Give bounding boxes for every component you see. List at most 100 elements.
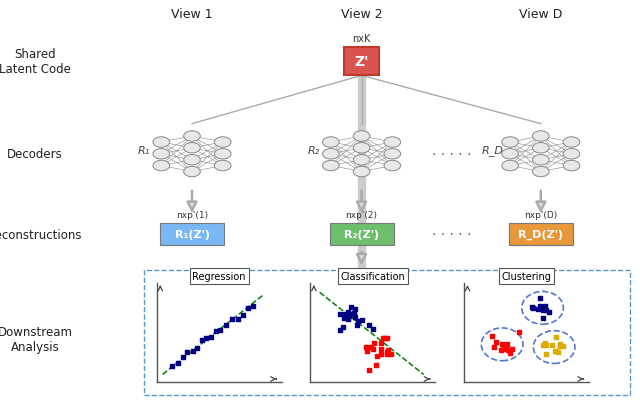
Point [343,316,353,322]
Point [540,350,550,357]
Point [551,334,561,340]
Point [538,342,548,349]
Text: R_D(Z'): R_D(Z') [518,229,563,240]
Circle shape [353,155,370,166]
Point [527,304,538,310]
Circle shape [153,149,170,160]
Text: View D: View D [519,8,563,20]
Point [497,341,507,347]
Point [550,348,561,354]
Text: nxp'(2): nxp'(2) [346,210,378,219]
Point [349,310,359,316]
Point [558,343,568,349]
Point [248,303,258,309]
Text: Decoders: Decoders [7,148,63,161]
Point [367,326,378,332]
Point [376,346,386,352]
Point [541,307,551,314]
Point [340,310,351,317]
Circle shape [323,138,339,148]
Point [544,309,554,316]
Text: Reconstructions: Reconstructions [0,228,83,241]
Point [502,341,513,347]
Circle shape [563,138,580,148]
Circle shape [532,155,549,166]
Text: nxp'(1): nxp'(1) [176,210,208,219]
Point [346,304,356,310]
Circle shape [184,132,200,142]
Point [335,327,346,334]
Text: R_D: R_D [482,145,504,156]
Point [243,305,253,312]
Point [538,307,548,313]
Point [196,337,207,343]
Point [343,310,353,316]
Point [378,335,388,341]
Point [192,344,202,351]
Text: View 2: View 2 [340,8,383,20]
Point [491,339,501,345]
Point [499,344,509,351]
Circle shape [153,138,170,148]
Point [382,350,392,357]
Point [540,340,550,347]
Text: Downstream
Analysis: Downstream Analysis [0,325,73,353]
Circle shape [502,138,518,148]
Point [532,306,543,312]
Bar [144,271,630,395]
Circle shape [532,132,549,142]
Circle shape [384,161,401,171]
Circle shape [353,143,370,154]
Point [339,315,349,322]
Point [527,304,538,311]
Point [376,351,386,357]
Circle shape [532,167,549,177]
Point [227,316,237,322]
FancyBboxPatch shape [344,48,379,76]
Point [381,334,392,341]
Circle shape [384,138,401,148]
Circle shape [353,132,370,142]
Point [535,295,545,301]
Text: · · · · ·: · · · · · [431,228,471,241]
Circle shape [502,149,518,160]
Title: Regression: Regression [193,271,246,282]
Point [166,363,177,369]
Circle shape [323,161,339,171]
Circle shape [532,143,549,154]
Point [367,346,378,352]
Text: nxK: nxK [353,34,371,44]
Circle shape [353,167,370,177]
Circle shape [214,149,231,160]
Circle shape [384,149,401,160]
Circle shape [214,161,231,171]
Point [495,346,506,353]
Point [344,313,354,320]
Circle shape [563,161,580,171]
Point [364,367,374,373]
Point [554,341,564,348]
Text: R₂(Z'): R₂(Z') [344,230,379,239]
Point [552,349,563,356]
FancyBboxPatch shape [509,224,573,245]
Point [350,306,360,313]
Text: Z': Z' [355,55,369,69]
Point [489,344,499,350]
Point [550,348,561,354]
Point [338,324,348,330]
Point [502,347,513,353]
Point [173,360,183,366]
Point [386,351,396,357]
Text: R₁: R₁ [138,146,150,155]
Point [202,335,212,341]
Point [362,348,372,355]
Circle shape [323,149,339,160]
Point [335,311,346,317]
Text: · · · · ·: · · · · · [431,148,471,161]
FancyBboxPatch shape [160,224,224,245]
Point [540,305,550,312]
Point [383,347,393,353]
Text: Shared
Latent Code: Shared Latent Code [0,48,71,76]
Point [371,362,381,369]
Point [238,312,248,318]
